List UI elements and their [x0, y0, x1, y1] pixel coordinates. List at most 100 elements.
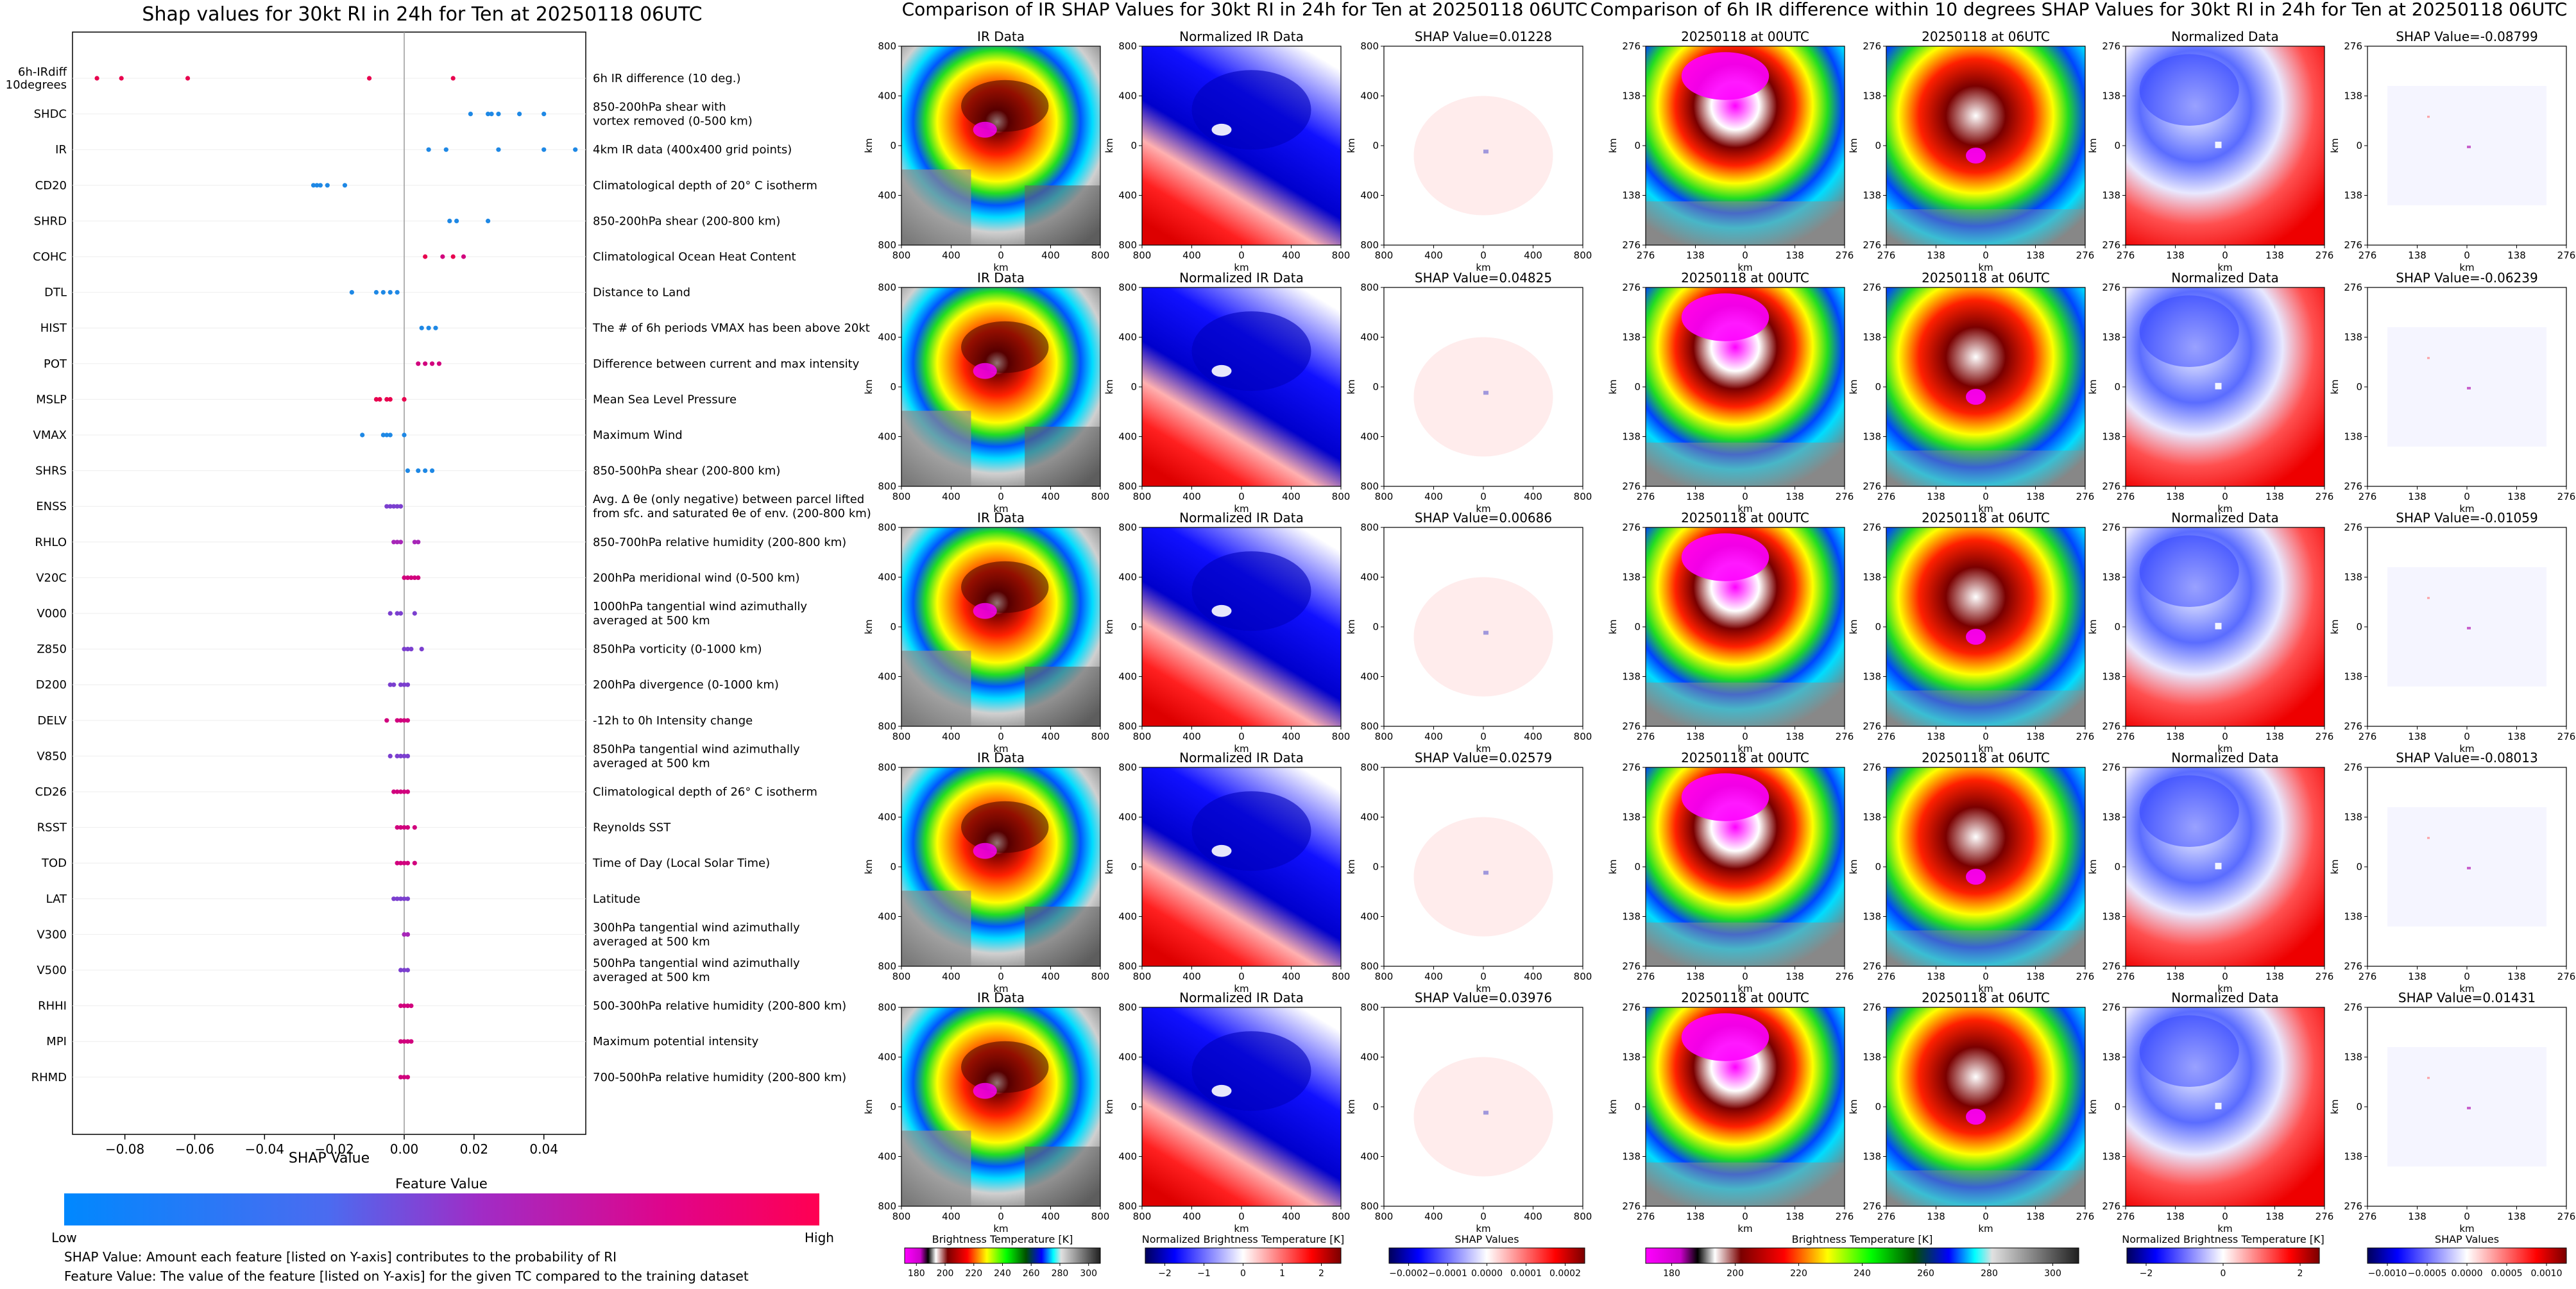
- panel-image: [2126, 46, 2324, 245]
- x-tick-label: 276: [2557, 250, 2576, 261]
- panel-title: Normalized IR Data: [1179, 990, 1304, 1005]
- shap-point: [388, 504, 393, 509]
- y-tick-label: 800: [1118, 522, 1137, 533]
- feature-description-label: Avg. Δ θe (only negative) between parcel…: [593, 493, 871, 520]
- x-tick-label: 276: [1836, 1211, 1854, 1222]
- colorbar-tick-label: 1: [1279, 1268, 1285, 1279]
- feature-code-label: COHC: [33, 250, 67, 264]
- x-tick-label: 276: [2358, 731, 2377, 742]
- x-tick-label: 0: [1238, 731, 1245, 742]
- feature-description-label: Climatological depth of 26° C isotherm: [593, 785, 817, 799]
- x-tick-label: 276: [2076, 491, 2095, 502]
- ir-colorbars: Brightness Temperature [K] 180 200 220 240 26…: [904, 1233, 1585, 1279]
- x-tick-label: 138: [1927, 1211, 1945, 1222]
- y-tick-label: 276: [1622, 481, 1641, 492]
- feature-row: IR 4km IR data (400x400 grid points): [55, 143, 792, 157]
- x-tick-label: 0: [1742, 971, 1748, 982]
- x-tick-label: 800: [1375, 250, 1394, 261]
- x-axis-label: km: [1234, 983, 1249, 994]
- shap-point: [398, 504, 404, 509]
- feature-description-label: Difference between current and max inten…: [593, 357, 860, 371]
- y-axis-label: km: [1104, 859, 1115, 874]
- shap-point: [496, 112, 501, 117]
- y-axis-label: km: [2329, 619, 2341, 634]
- y-tick-label: 0: [2356, 621, 2362, 633]
- y-tick-label: 0: [2114, 140, 2120, 151]
- y-tick-label: 276: [1863, 721, 1881, 732]
- y-tick-label: 138: [1863, 671, 1881, 683]
- shap-point: [454, 218, 459, 223]
- y-tick-label: 0: [1372, 1101, 1379, 1113]
- colorbar-tick-label: 0.0000: [2452, 1268, 2483, 1279]
- x-tick-label: 0: [1983, 1211, 1989, 1222]
- panel-image: [1646, 527, 1845, 726]
- x-tick-label: 400: [1524, 250, 1542, 261]
- feature-row: COHC Climatological Ocean Heat Content: [33, 250, 796, 264]
- y-tick-label: 276: [1622, 960, 1641, 972]
- y-tick-label: 400: [878, 190, 896, 201]
- y-tick-label: 276: [1863, 522, 1881, 533]
- y-tick-label: 138: [1863, 572, 1881, 583]
- y-tick-label: 800: [878, 282, 896, 293]
- x-tick-label: 800: [1091, 491, 1110, 502]
- panel-title: Normalized IR Data: [1179, 270, 1304, 286]
- feature-description-label: 850-500hPa shear (200-800 km): [593, 465, 780, 478]
- feature-description-label: 850-200hPa shear (200-800 km): [593, 214, 780, 228]
- x-tick-label: 400: [1524, 1211, 1542, 1222]
- x-tick-label: −0.06: [175, 1141, 214, 1157]
- shap-point: [398, 825, 404, 830]
- shap-point: [412, 825, 417, 830]
- panel-title: Normalized IR Data: [1179, 750, 1304, 765]
- x-tick-label: 138: [2507, 491, 2526, 502]
- shap-point: [388, 682, 393, 687]
- shap-point: [405, 860, 411, 866]
- panel-image: [1142, 1007, 1341, 1206]
- colorbar-title: Feature Value: [395, 1176, 488, 1191]
- x-tick-label: 276: [2358, 1211, 2377, 1222]
- x-tick-label: 276: [2557, 491, 2576, 502]
- feature-description-label: Maximum potential intensity: [593, 1035, 759, 1048]
- shap-point: [395, 540, 400, 545]
- panel-title: 20250118 at 00UTC: [1681, 29, 1809, 44]
- ir-section-title: Comparison of IR SHAP Values for 30kt RI…: [902, 0, 1588, 20]
- y-axis-label: km: [1848, 138, 1859, 153]
- feature-code-label: SHRS: [35, 465, 67, 478]
- x-tick-label: 276: [2117, 1211, 2135, 1222]
- y-tick-label: 800: [1118, 960, 1137, 972]
- shap-point: [311, 183, 316, 188]
- x-tick-label: 0.04: [529, 1141, 558, 1157]
- x-tick-label: 138: [2026, 731, 2045, 742]
- x-tick-label: 0: [1742, 491, 1748, 502]
- colorbar-tick-label: 280: [1981, 1268, 1998, 1279]
- colorbar: SHAP Values −0.0002 −0.0001 0.0000 0.0001 0.0…: [1388, 1233, 1585, 1279]
- feature-row: ENSS Avg. Δ θe (only negative) between pa…: [36, 493, 871, 520]
- shap-point: [409, 575, 414, 581]
- shap-point: [416, 575, 421, 581]
- shap-point: [412, 860, 417, 866]
- y-axis-label: km: [2329, 379, 2341, 394]
- y-tick-label: 800: [878, 239, 896, 251]
- x-tick-label: 138: [2408, 731, 2427, 742]
- x-tick-label: 400: [942, 491, 960, 502]
- shap-point: [405, 825, 411, 830]
- x-tick-label: 0: [1983, 491, 1989, 502]
- feature-row: V20C 200hPa meridional wind (0-500 km): [36, 571, 799, 585]
- x-tick-label: 138: [2026, 971, 2045, 982]
- colorbar: Normalized Brightness Temperature [K] −2 0…: [2122, 1233, 2324, 1279]
- y-tick-label: 276: [1863, 282, 1881, 293]
- y-tick-label: 400: [1360, 812, 1379, 823]
- y-tick-label: 400: [878, 90, 896, 102]
- x-tick-label: 800: [1091, 971, 1110, 982]
- y-axis-label: km: [1848, 859, 1859, 874]
- x-tick-label: 800: [1133, 1211, 1152, 1222]
- x-axis-label: km: [2459, 743, 2474, 755]
- y-tick-label: 138: [2102, 911, 2120, 923]
- x-tick-label: 138: [2026, 1211, 2045, 1222]
- colorbar-tick-label: 0.0002: [1549, 1268, 1581, 1279]
- y-tick-label: 138: [2102, 1151, 2120, 1163]
